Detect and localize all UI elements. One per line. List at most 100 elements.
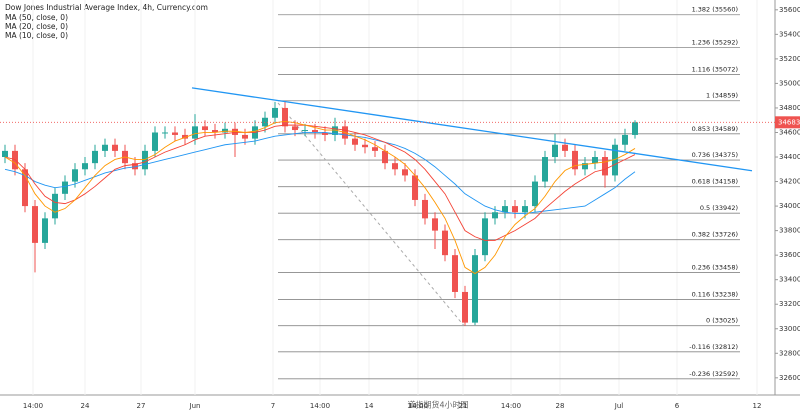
candle-body	[452, 255, 458, 292]
candle-body	[592, 157, 598, 164]
fib-label: 1.236 (35292)	[692, 39, 738, 47]
y-tick-label: 33200	[779, 300, 800, 308]
candle-body	[302, 130, 308, 132]
candle-body	[142, 150, 148, 170]
fib-label: 1.382 (35560)	[692, 6, 738, 14]
candle-body	[72, 169, 78, 182]
fib-label: 0.5 (33942)	[700, 204, 738, 212]
candle-body	[322, 132, 328, 135]
candle-body	[412, 175, 418, 200]
candle-body	[512, 206, 518, 213]
y-tick-label: 33000	[779, 325, 800, 333]
x-tick-label: 24	[81, 402, 90, 410]
candle-body	[402, 169, 408, 176]
candle-body	[172, 132, 178, 135]
candle-body	[272, 107, 278, 118]
candle-body	[42, 218, 48, 243]
trendline	[191, 87, 753, 172]
fib-label: 0.382 (33726)	[692, 231, 738, 239]
legend-entry: MA (10, close, 0)	[5, 31, 68, 40]
candle-body	[532, 181, 538, 207]
fib-label: 0.736 (34375)	[692, 151, 738, 159]
y-tick-label: 34600	[779, 128, 800, 136]
candle-body	[22, 169, 28, 207]
candle-body	[352, 138, 358, 145]
candle-body	[392, 163, 398, 170]
candle-body	[462, 291, 468, 323]
fib-label: 0.236 (33458)	[692, 264, 738, 272]
x-tick-label: 7	[271, 402, 275, 410]
ma-line	[4, 120, 636, 275]
x-tick-label: 12	[753, 402, 762, 410]
fib-label: 1 (34859)	[706, 92, 738, 100]
candle-body	[442, 230, 448, 256]
candle-body	[182, 134, 188, 139]
candle-body	[282, 107, 288, 127]
fib-label: -0.236 (32592)	[689, 370, 738, 378]
candle-body	[332, 126, 338, 135]
candle-body	[562, 144, 568, 151]
x-tick-label: 14:00	[501, 402, 521, 410]
x-tick-label: 28	[556, 402, 565, 410]
watermark: 道指期货4小时图	[407, 400, 468, 410]
y-tick-label: 34000	[779, 202, 800, 210]
candle-body	[502, 206, 508, 213]
legend-entry: MA (50, close, 0)	[5, 13, 68, 22]
candle-body	[82, 163, 88, 170]
candle-body	[382, 150, 388, 164]
candle-body	[312, 130, 318, 133]
y-tick-label: 32800	[779, 349, 800, 357]
candle-body	[432, 218, 438, 231]
candle-body	[2, 150, 8, 158]
fib-label: 0 (33025)	[706, 317, 738, 325]
x-tick-label: Jun	[189, 402, 201, 410]
y-tick-label: 34400	[779, 153, 800, 161]
candle-body	[132, 163, 138, 170]
candle-body	[552, 144, 558, 158]
y-tick-label: 35600	[779, 6, 800, 14]
y-tick-label: 33800	[779, 227, 800, 235]
candle-body	[92, 150, 98, 164]
candle-body	[32, 206, 38, 243]
candle-body	[472, 255, 478, 323]
candle-body	[242, 134, 248, 139]
y-tick-label: 35000	[779, 79, 800, 87]
fib-label: -0.116 (32812)	[689, 343, 738, 351]
y-tick-label: 35200	[779, 55, 800, 63]
y-tick-label: 34800	[779, 104, 800, 112]
ma-line	[4, 132, 636, 214]
y-tick-label: 35400	[779, 30, 800, 38]
y-tick-label: 33400	[779, 276, 800, 284]
candle-body	[232, 128, 238, 135]
fib-label: 1.116 (35072)	[692, 66, 738, 74]
candle-body	[52, 193, 58, 219]
candle-body	[362, 144, 368, 148]
x-tick-label: 6	[675, 402, 680, 410]
fib-diagonal	[277, 102, 465, 327]
candle-body	[152, 132, 158, 151]
candle-body	[422, 199, 428, 219]
candle-body	[112, 144, 118, 151]
legend-entry: MA (20, close, 0)	[5, 22, 68, 31]
x-tick-label: 14	[365, 402, 374, 410]
candle-body	[622, 134, 628, 145]
y-tick-label: 33600	[779, 251, 800, 259]
x-tick-label: Jul	[614, 402, 624, 410]
candle-body	[212, 130, 218, 133]
candle-body	[162, 132, 168, 134]
candle-body	[292, 126, 298, 131]
ma-line	[4, 124, 636, 241]
candle-body	[102, 144, 108, 151]
fib-label: 0.618 (34158)	[692, 178, 738, 186]
last-price-box	[775, 116, 800, 129]
y-tick-label: 34200	[779, 178, 800, 186]
candle-body	[192, 126, 198, 139]
y-tick-label: 32600	[779, 374, 800, 382]
candle-body	[222, 128, 228, 133]
candle-body	[372, 147, 378, 151]
candle-body	[482, 218, 488, 256]
candle-body	[492, 212, 498, 219]
x-tick-label: 14:00	[23, 402, 43, 410]
